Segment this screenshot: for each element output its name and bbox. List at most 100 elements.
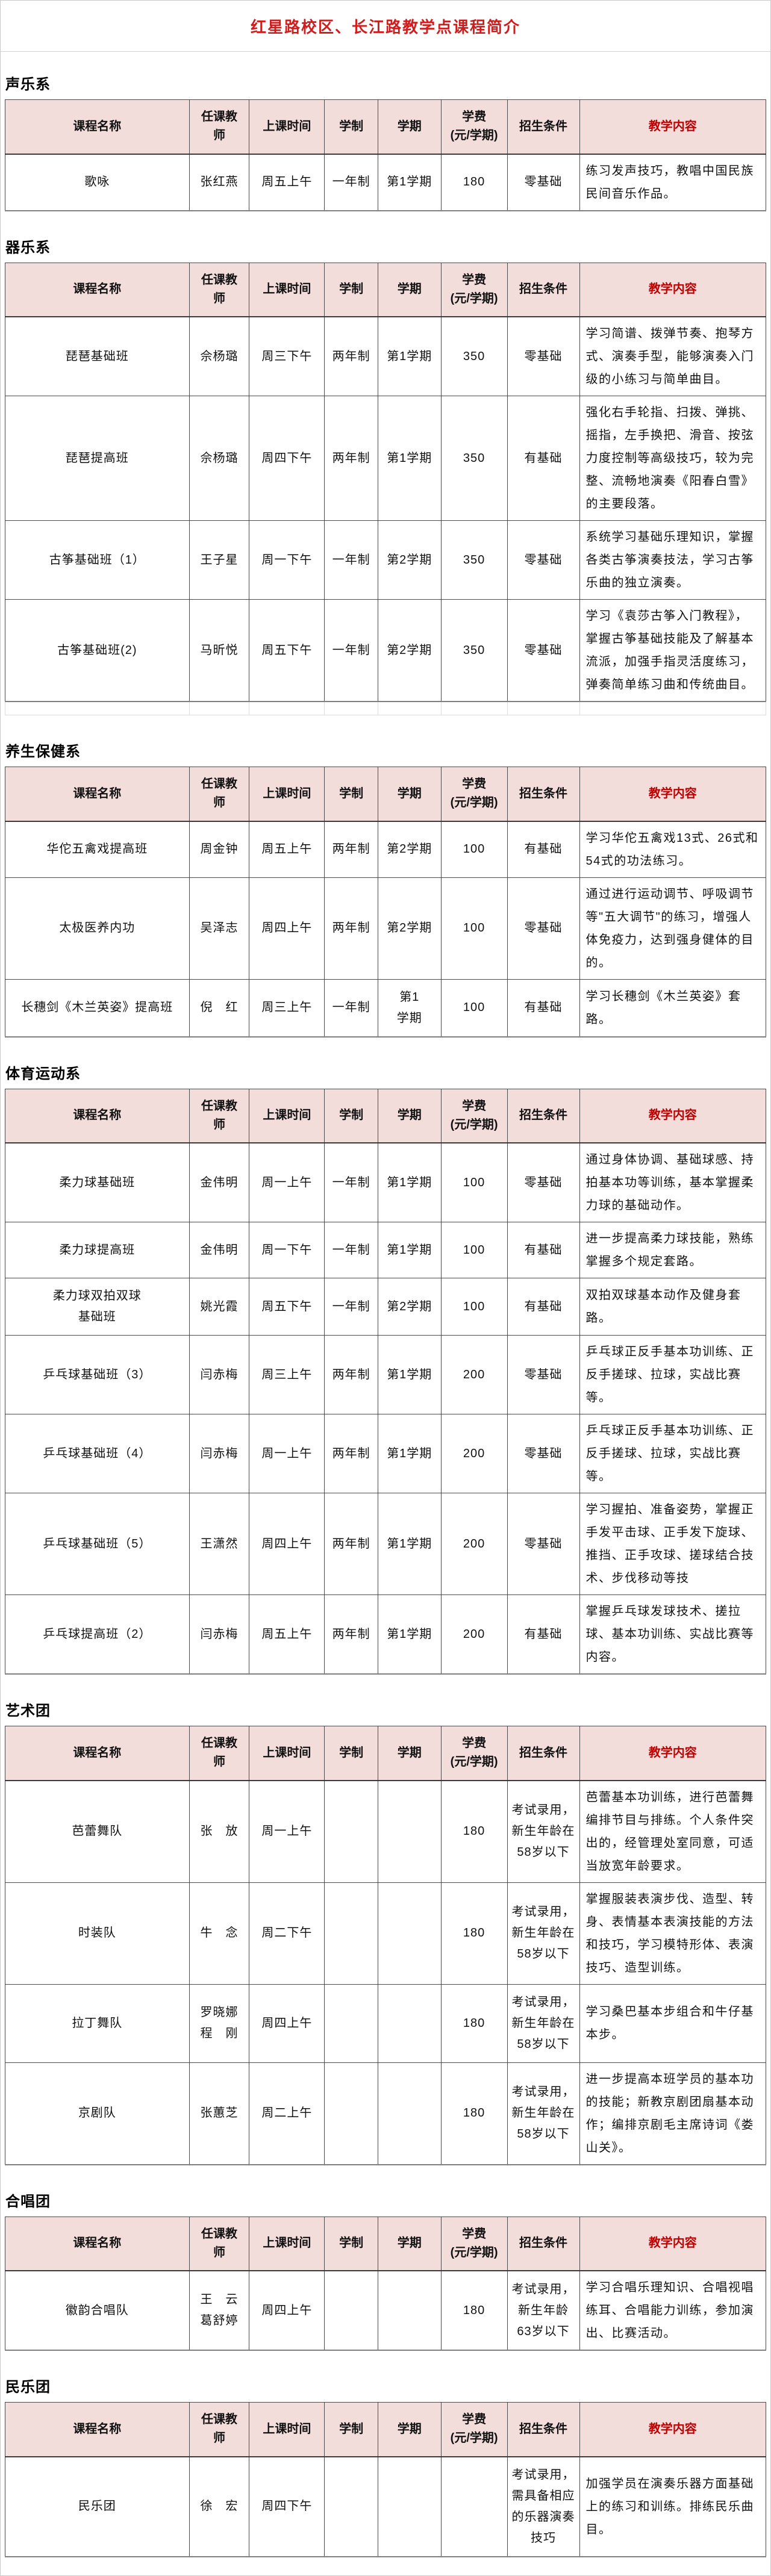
cell-course: 民乐团 bbox=[5, 2456, 190, 2557]
cell-course: 乒乓球基础班（5） bbox=[5, 1493, 190, 1595]
cell-semester: 第2学期 bbox=[377, 821, 442, 878]
cell-content: 学习桑巴基本步组合和牛仔基本步。 bbox=[579, 1983, 767, 2063]
table-row: 琵琶基础班 佘杨璐 周三下午 两年制 第1学期 350 零基础 学习简谱、拨弹节奏、抱琴方式、… bbox=[5, 316, 767, 396]
cell-content: 双拍双球基本动作及健身套路。 bbox=[579, 1278, 767, 1336]
cell-semester: 第1学期 bbox=[377, 1414, 442, 1493]
header-row: 课程名称 任课教 师 上课时间 学制 学期 学费 (元/学期) 招生条件 教学内容 bbox=[5, 767, 767, 822]
cell-fee: 100 bbox=[440, 978, 508, 1037]
column-header-sub: (元/学期) bbox=[450, 1118, 498, 1131]
cell-fee: 100 bbox=[440, 1278, 508, 1336]
section-label: 声乐系 bbox=[5, 76, 51, 93]
column-header-label: 学费 bbox=[462, 1099, 487, 1113]
column-header: 任课教 师 bbox=[189, 262, 250, 317]
cell-teacher: 金伟明 bbox=[189, 1222, 250, 1278]
cell-course: 乒乓球基础班（3） bbox=[5, 1335, 190, 1414]
column-header: 上课时间 bbox=[249, 2402, 325, 2457]
cell-content: 加强学员在演奏乐器方面基础上的练习和训练。排练民乐曲目。 bbox=[579, 2456, 767, 2557]
cell-time: 周一上午 bbox=[249, 1414, 325, 1493]
column-header: 任课教 师 bbox=[189, 2402, 250, 2457]
teaching-content-text: 学习握拍、准备姿势，掌握正手发平击球、正手发下旋球、推挡、正手攻球、搓球结合技术… bbox=[585, 1503, 755, 1585]
column-header: 上课时间 bbox=[249, 99, 325, 155]
cell-fee: 100 bbox=[440, 1142, 508, 1222]
cell-semester: 第2学期 bbox=[377, 877, 442, 980]
teaching-content-text: 进一步提高柔力球技能，熟练掌握多个规定套路。 bbox=[585, 1232, 755, 1268]
column-header-label: 上课时间 bbox=[263, 786, 311, 800]
section-label: 器乐系 bbox=[5, 239, 51, 256]
cell-condition: 有基础 bbox=[507, 1594, 580, 1675]
course-table: 课程名称 任课教 师 上课时间 学制 学期 学费 (元/学期) 招生条件 教学内容 柔力球基础班… bbox=[5, 1088, 767, 1675]
cell-content: 通过进行运动调节、呼吸调节等"五大调节"的练习，增强人体免疫力，达到强身健体的目… bbox=[579, 877, 767, 980]
cell-course: 乒乓球基础班（4） bbox=[5, 1414, 190, 1493]
column-header: 学期 bbox=[377, 1088, 442, 1143]
table-row: 琵琶提高班 佘杨璐 周四下午 两年制 第1学期 350 有基础 强化右手轮指、扫拨、弹挑、摇指… bbox=[5, 396, 767, 521]
course-section: 艺术团 课程名称 任课教 师 上课时间 学制 学期 学费 (元/学期) 招生条件 教学内容 芭蕾… bbox=[5, 1699, 767, 2165]
cell-time: 周四下午 bbox=[249, 396, 325, 521]
column-header-label: 学期 bbox=[397, 786, 422, 800]
cell-content: 掌握乒乓球发球技术、搓拉球、基本功训练、实战比赛等内容。 bbox=[579, 1594, 767, 1675]
cell-teacher: 罗晓娜 程 刚 bbox=[189, 1983, 250, 2063]
cell-content: 强化右手轮指、扫拨、弹挑、摇指，左手换把、滑音、按弦力度控制等高级技巧，较为完整… bbox=[579, 396, 767, 521]
column-header-label: 学制 bbox=[339, 282, 364, 296]
column-header-sub: (元/学期) bbox=[450, 129, 498, 143]
cell-fee: 180 bbox=[440, 2270, 508, 2351]
cell-time: 周一上午 bbox=[249, 1780, 325, 1883]
column-header: 学制 bbox=[324, 2216, 378, 2271]
cell-semester: 第2学期 bbox=[377, 1278, 442, 1336]
cell-teacher: 王潇然 bbox=[189, 1493, 250, 1595]
course-section: 声乐系 课程名称 任课教 师 上课时间 学制 学期 学费 (元/学期) 招生条件 教学内容 歌咏… bbox=[5, 72, 767, 211]
cell-time: 周五下午 bbox=[249, 1278, 325, 1336]
column-header: 学制 bbox=[324, 99, 378, 155]
cell-content: 系统学习基础乐理知识，掌握各类古筝演奏技法，学习古筝乐曲的独立演奏。 bbox=[579, 520, 767, 600]
cell-semester bbox=[377, 1882, 442, 1985]
table-row: 古筝基础班(2) 马昕悦 周五下午 一年制 第2学期 350 零基础 学习《袁莎古筝入门教程》… bbox=[5, 599, 767, 702]
teaching-content-text: 乒乓球正反手基本功训练、正反手搓球、拉球，实战比赛等。 bbox=[585, 1345, 755, 1404]
cell-teacher: 闫赤梅 bbox=[189, 1594, 250, 1675]
course-table: 课程名称 任课教 师 上课时间 学制 学期 学费 (元/学期) 招生条件 教学内容 华佗五禽戏提… bbox=[5, 767, 767, 1038]
column-header: 课程名称 bbox=[5, 2216, 190, 2271]
cell-semester bbox=[377, 2062, 442, 2165]
cell-teacher: 倪 红 bbox=[189, 978, 250, 1037]
cell-semester bbox=[377, 1983, 442, 2063]
cell-condition: 零基础 bbox=[507, 316, 580, 396]
cell-content: 学习《袁莎古筝入门教程》，掌握古筝基础技能及了解基本流派，加强手指灵活度练习，弹… bbox=[579, 599, 767, 702]
table-row: 乒乓球基础班（4） 闫赤梅 周一上午 两年制 第1学期 200 零基础 乒乓球正反手基本功训练… bbox=[5, 1414, 767, 1493]
teaching-content-text: 进一步提高本班学员的基本功的技能；新教京剧团扇基本动作；编排京剧毛主席诗词《娄山… bbox=[585, 2072, 755, 2154]
cell-duration: 一年制 bbox=[324, 1142, 378, 1222]
cell-fee: 180 bbox=[440, 2062, 508, 2165]
column-header-label: 学期 bbox=[397, 2236, 422, 2250]
cell-semester: 第2学期 bbox=[377, 599, 442, 702]
column-header-label: 学费 bbox=[462, 777, 487, 791]
cell-duration: 两年制 bbox=[324, 396, 378, 521]
cell-course: 拉丁舞队 bbox=[5, 1983, 190, 2063]
column-header: 招生条件 bbox=[507, 262, 580, 317]
column-header-label: 学期 bbox=[397, 119, 422, 133]
cell-course: 柔力球基础班 bbox=[5, 1142, 190, 1222]
column-header-sub: (元/学期) bbox=[450, 2431, 498, 2445]
cell-duration: 两年制 bbox=[324, 1414, 378, 1493]
cell-course: 华佗五禽戏提高班 bbox=[5, 821, 190, 878]
cell-condition: 有基础 bbox=[507, 821, 580, 878]
cell-semester: 第1学期 bbox=[377, 1142, 442, 1222]
course-section: 养生保健系 课程名称 任课教 师 上课时间 学制 学期 学费 (元/学期) 招生条件 教学内容 … bbox=[5, 739, 767, 1038]
cell-condition: 有基础 bbox=[507, 1278, 580, 1336]
column-header-label: 课程名称 bbox=[73, 2236, 122, 2250]
column-header-label: 招生条件 bbox=[519, 2422, 568, 2436]
cell-fee: 200 bbox=[440, 1594, 508, 1675]
column-header-label: 招生条件 bbox=[519, 2236, 568, 2250]
column-header: 上课时间 bbox=[249, 1088, 325, 1143]
cell-course: 琵琶提高班 bbox=[5, 396, 190, 521]
column-header-label: 上课时间 bbox=[263, 2422, 311, 2436]
course-table: 课程名称 任课教 师 上课时间 学制 学期 学费 (元/学期) 招生条件 教学内容 徽韵合唱队王… bbox=[5, 2216, 767, 2351]
cell-content: 进一步提高本班学员的基本功的技能；新教京剧团扇基本动作；编排京剧毛主席诗词《娄山… bbox=[579, 2062, 767, 2165]
column-header: 课程名称 bbox=[5, 262, 190, 317]
column-header-label: 上课时间 bbox=[263, 282, 311, 296]
table-row: 柔力球基础班 金伟明 周一上午 一年制 第1学期 100 零基础 通过身体协调、基础球感、持拍… bbox=[5, 1142, 767, 1222]
teaching-content-text: 练习发声技巧，教唱中国民族民间音乐作品。 bbox=[585, 164, 755, 201]
teaching-content-text: 学习合唱乐理知识、合唱视唱练耳、合唱能力训练，参加演出、比赛活动。 bbox=[585, 2281, 755, 2340]
cell-course: 古筝基础班（1） bbox=[5, 520, 190, 600]
column-header-sub: (元/学期) bbox=[450, 1755, 498, 1769]
cell-duration: 两年制 bbox=[324, 877, 378, 980]
cell-duration: 一年制 bbox=[324, 599, 378, 702]
column-header-label: 教学内容 bbox=[648, 119, 697, 133]
cell-semester: 第1学期 bbox=[377, 1493, 442, 1595]
